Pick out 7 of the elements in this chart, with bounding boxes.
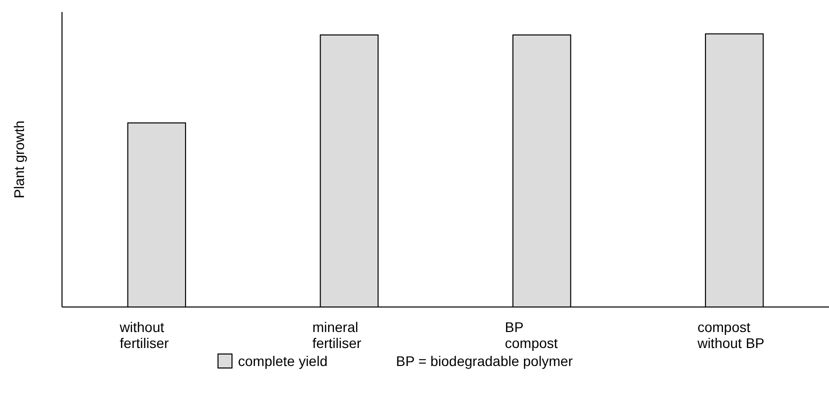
x-tick-label: compost without BP	[696, 319, 764, 351]
x-tick-label: BP compost	[504, 319, 558, 351]
legend-label: complete yield	[238, 353, 328, 369]
x-tick-label: without fertiliser	[118, 319, 170, 351]
text: BP = biodegradable polymer	[396, 353, 574, 369]
y-axis-title: Plant growth	[11, 120, 27, 198]
x-tick-label: mineral fertiliser	[312, 319, 362, 351]
